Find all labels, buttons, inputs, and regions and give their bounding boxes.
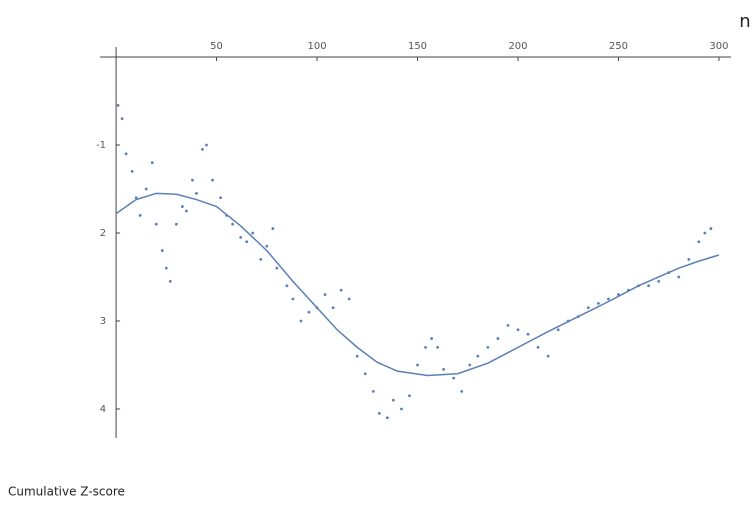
point [191,178,194,182]
x-tick-label: 50 [210,41,223,52]
point [275,266,279,270]
point [164,266,168,270]
y-tick-label: 3 [100,316,106,327]
point [607,297,610,301]
point [201,147,204,151]
x-tick-label: 200 [508,41,527,52]
point [271,227,275,230]
point [307,310,311,314]
point [486,345,490,349]
point [239,235,243,239]
point [371,389,375,393]
point [265,244,269,248]
point [124,152,128,156]
point [647,284,651,288]
point [460,389,464,393]
point [424,345,427,349]
point [363,372,367,376]
point [408,394,411,398]
point [134,196,138,200]
point [506,323,510,327]
point [476,354,480,358]
point [195,191,198,195]
point [391,398,395,402]
point [331,306,335,310]
point [339,288,343,292]
point [205,143,208,147]
point [468,363,472,367]
y-tick-label: 2 [100,228,106,239]
point [496,337,500,340]
x-tick-label: 300 [709,41,728,52]
point [687,257,691,261]
point [251,231,255,235]
point [211,178,214,182]
point [168,279,172,283]
point [144,187,148,191]
y-tick-label: -1 [96,140,106,151]
point [657,279,661,283]
point [160,249,164,252]
point [174,222,178,226]
y-axis-label: Cumulative Z-score [8,485,125,499]
point [285,284,289,288]
point [130,169,134,173]
point [526,332,530,336]
point [377,411,381,415]
point [697,240,701,244]
point [150,161,154,164]
point [586,306,590,310]
point [116,103,120,107]
point [180,205,184,208]
point [516,328,520,332]
point [259,257,263,261]
point [185,209,188,213]
point [323,293,327,296]
point [138,213,142,217]
point [299,319,303,323]
point [709,227,713,230]
point [120,117,124,120]
x-tick-label: 100 [307,41,326,52]
point [442,367,446,371]
point [703,231,707,235]
point [536,345,540,349]
point [400,407,403,411]
fit-line [115,192,720,377]
point [430,337,433,340]
point [416,363,419,367]
x-tick-label: 250 [609,41,628,52]
point [231,222,235,226]
point [347,297,351,301]
y-tick-label: 4 [100,404,106,415]
point [556,328,560,332]
point [291,297,295,301]
point [385,416,389,420]
x-axis-label: n [739,11,750,32]
point [355,354,359,358]
x-tick-label: 150 [408,41,427,52]
point [436,345,440,349]
point [596,301,600,305]
point [677,275,681,279]
point [219,196,222,200]
point [452,376,456,380]
point [154,222,158,226]
point [245,240,249,244]
point [546,354,550,358]
